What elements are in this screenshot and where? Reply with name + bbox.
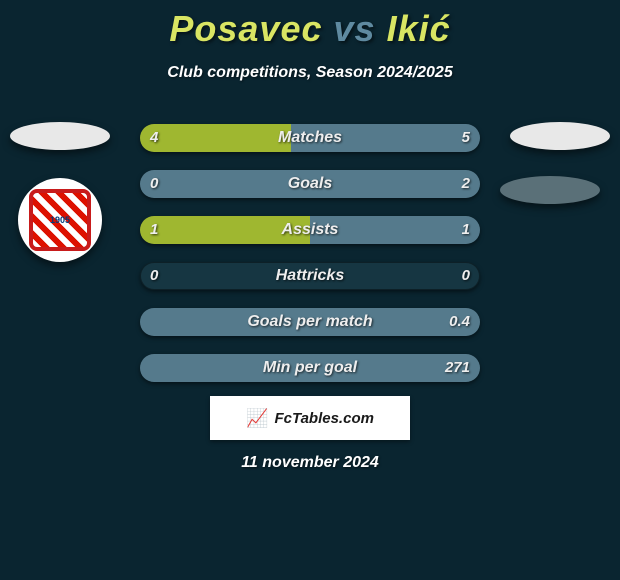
club-badge-shield: 1905 [29,189,91,251]
player2-name: Ikić [387,8,451,49]
player1-portrait-placeholder [10,122,110,150]
player1-name: Posavec [169,8,322,49]
stat-bar-p2 [140,170,480,198]
subtitle: Club competitions, Season 2024/2025 [0,64,620,82]
comparison-title: Posavec vs Ikić [0,0,620,50]
stat-bar-p2 [291,124,480,152]
stat-row-matches: Matches45 [140,124,480,152]
club-badge-year: 1905 [50,215,70,225]
stat-row-assists: Assists11 [140,216,480,244]
stat-value-p2: 0 [462,262,470,290]
stat-bar-p1 [140,124,291,152]
stat-bar-p2 [310,216,480,244]
stats-bars: Matches45 Goals02 Assists11 Hattricks0 0 Goal… [140,124,480,400]
brand-text: FcTables.com [274,410,373,427]
player2-portrait-placeholder [510,122,610,150]
player2-club-placeholder [500,176,600,204]
stat-row-goals: Goals02 [140,170,480,198]
player1-club-badge: 1905 [18,178,102,262]
stat-bar-p2 [140,354,480,382]
stat-row-goals-per-match: Goals per match0.4 [140,308,480,336]
stat-bar-p1 [140,216,310,244]
stat-bar-p2 [140,308,480,336]
brand-box: 📈 FcTables.com [210,396,410,440]
date-text: 11 november 2024 [0,454,620,472]
stat-row-hattricks: Hattricks0 0 [140,262,480,290]
vs-text: vs [334,8,376,49]
stat-row-min-per-goal: Min per goal271 [140,354,480,382]
stat-value-p1: 0 [150,262,158,290]
stat-label: Hattricks [140,262,480,290]
brand-icon: 📈 [246,408,268,429]
